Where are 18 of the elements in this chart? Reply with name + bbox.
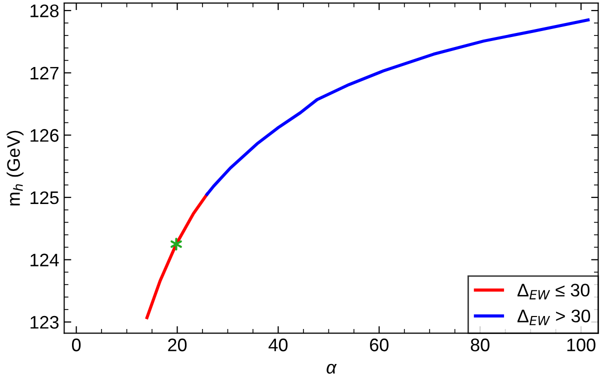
y-tick-label: 124 [30, 254, 59, 266]
x-tick-label: 0 [72, 338, 81, 352]
x-tick-label: 60 [370, 338, 388, 352]
legend-label: Δ$_{EW}$ > 30 [517, 310, 590, 326]
line-series [206, 18, 590, 196]
y-tick-label: 127 [30, 66, 58, 80]
x-tick-label: 80 [470, 338, 490, 352]
x-tick-label: 40 [268, 338, 288, 352]
x-tick-label: 20 [168, 338, 187, 352]
y-axis-title: m$_{h}$ (GeV) [6, 130, 24, 206]
y-tick-label: 123 [30, 316, 59, 329]
x-axis-title: α [326, 364, 337, 374]
y-tick-label: 125 [30, 191, 59, 204]
x-tick-label: 100 [567, 338, 596, 352]
y-tick-label: 128 [30, 4, 59, 18]
line-series [145, 192, 209, 320]
y-tick-label: 126 [30, 129, 59, 142]
legend-label: Δ$_{EW}$ ≤ 30 [517, 284, 590, 300]
